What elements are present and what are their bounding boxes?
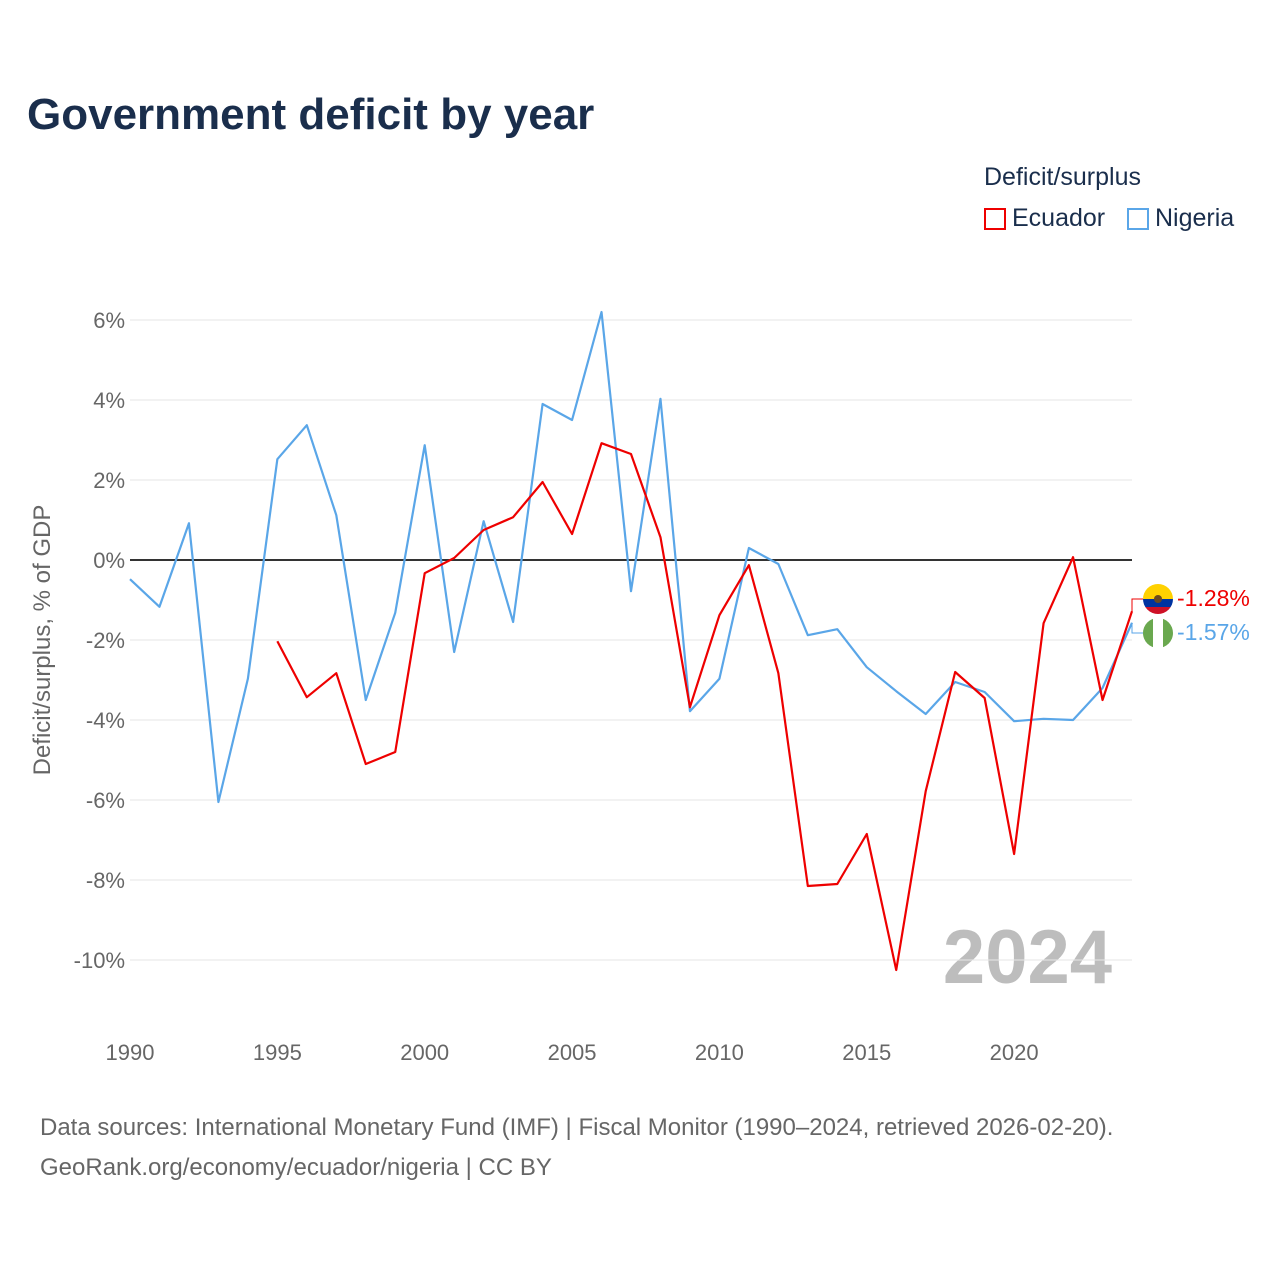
x-tick-label: 1990 <box>106 1040 155 1065</box>
legend-item-nigeria[interactable]: Nigeria <box>1127 204 1234 233</box>
y-tick-label: -8% <box>86 868 125 893</box>
source-link[interactable]: GeoRank.org/economy/ecuador/nigeria | CC… <box>40 1154 552 1181</box>
y-tick-label: -6% <box>86 788 125 813</box>
y-tick-label: -4% <box>86 708 125 733</box>
x-tick-label: 2010 <box>695 1040 744 1065</box>
footer: Data sources: International Monetary Fun… <box>40 1108 1113 1188</box>
x-tick-label: 1995 <box>253 1040 302 1065</box>
x-tick-label: 2005 <box>548 1040 597 1065</box>
legend-title: Deficit/surplus <box>984 163 1141 191</box>
connector-nigeria <box>1131 622 1143 634</box>
y-tick-label: 4% <box>93 388 125 413</box>
legend-label: Ecuador <box>1012 204 1106 232</box>
y-tick-label: -2% <box>86 628 125 653</box>
chart-title: Government deficit by year <box>27 90 595 139</box>
data-source-text: Data sources: International Monetary Fun… <box>40 1114 1114 1141</box>
series-line-nigeria <box>129 310 1134 804</box>
x-tick-label: 2000 <box>400 1040 449 1065</box>
legend-swatch-nigeria <box>1127 207 1149 230</box>
year-watermark: 2024 <box>943 915 1112 1000</box>
connector-ecuador <box>1131 598 1143 612</box>
flag-nigeria-icon <box>1143 618 1173 648</box>
y-axis-label: Deficit/surplus, % of GDP <box>29 505 56 776</box>
y-tick-label: 6% <box>93 308 125 333</box>
x-tick-label: 2020 <box>990 1040 1039 1065</box>
series-line-ecuador <box>276 442 1134 972</box>
x-tick-label: 2015 <box>842 1040 891 1065</box>
end-label-ecuador: -1.28% <box>1177 585 1250 611</box>
y-tick-label: -10% <box>74 948 125 973</box>
legend-item-ecuador[interactable]: Ecuador <box>984 204 1105 233</box>
legend-swatch-ecuador <box>984 207 1006 230</box>
end-label-nigeria: -1.57% <box>1177 619 1250 645</box>
legend-label: Nigeria <box>1155 204 1235 232</box>
y-tick-label: 2% <box>93 468 125 493</box>
y-tick-label: 0% <box>93 548 125 573</box>
flag-ecuador-icon <box>1143 584 1173 614</box>
